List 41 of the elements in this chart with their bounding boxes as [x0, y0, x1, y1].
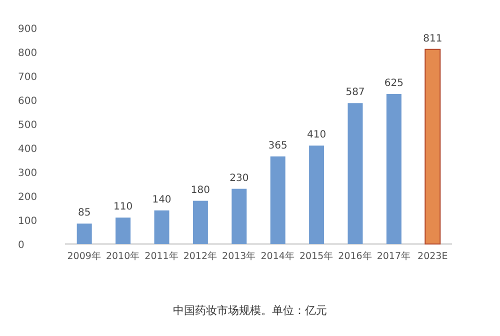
data-label: 180	[190, 184, 210, 196]
x-tick-label: 2017年	[376, 250, 412, 262]
x-tick-label: 2016年	[338, 250, 372, 262]
x-tick-label: 2011年	[144, 250, 179, 262]
data-label: 110	[114, 202, 133, 213]
y-tick-label: 900	[18, 24, 38, 35]
y-tick-label: 500	[18, 120, 38, 131]
data-label: 625	[384, 78, 404, 89]
x-tick-label: 2009年	[67, 250, 102, 262]
y-tick-label: 400	[18, 144, 38, 155]
bar	[192, 200, 208, 244]
bar	[386, 94, 402, 244]
x-tick-label: 2014年	[260, 250, 295, 262]
y-tick-label: 0	[18, 240, 24, 251]
bar	[309, 146, 324, 244]
x-tick-label: 2013年	[222, 250, 256, 262]
data-label: 811	[423, 33, 442, 44]
data-label: 365	[268, 140, 288, 152]
y-tick-label: 700	[18, 72, 38, 83]
data-label: 140	[152, 194, 172, 206]
x-tick-label: 2012年	[183, 250, 218, 262]
text: 中国药妆市场规模。单位：亿元	[173, 304, 327, 317]
y-tick-label: 100	[18, 216, 38, 227]
y-tick-label: 200	[18, 192, 38, 203]
bar	[232, 188, 247, 244]
y-tick-label: 600	[18, 96, 38, 107]
bar	[116, 218, 131, 244]
bar	[270, 156, 286, 244]
bar	[348, 103, 363, 244]
bar	[424, 48, 441, 244]
data-label: 230	[230, 172, 249, 184]
data-label: 85	[78, 208, 91, 219]
data-label: 410	[307, 130, 326, 141]
y-tick-label: 300	[18, 168, 38, 179]
y-tick-label: 800	[18, 48, 38, 59]
data-label: 587	[346, 87, 365, 98]
x-tick-label: 2010年	[106, 250, 140, 262]
x-tick-label: 2023E	[418, 251, 448, 262]
x-tick-label: 2015年	[299, 250, 334, 262]
bar	[76, 224, 92, 244]
bar	[154, 210, 170, 244]
